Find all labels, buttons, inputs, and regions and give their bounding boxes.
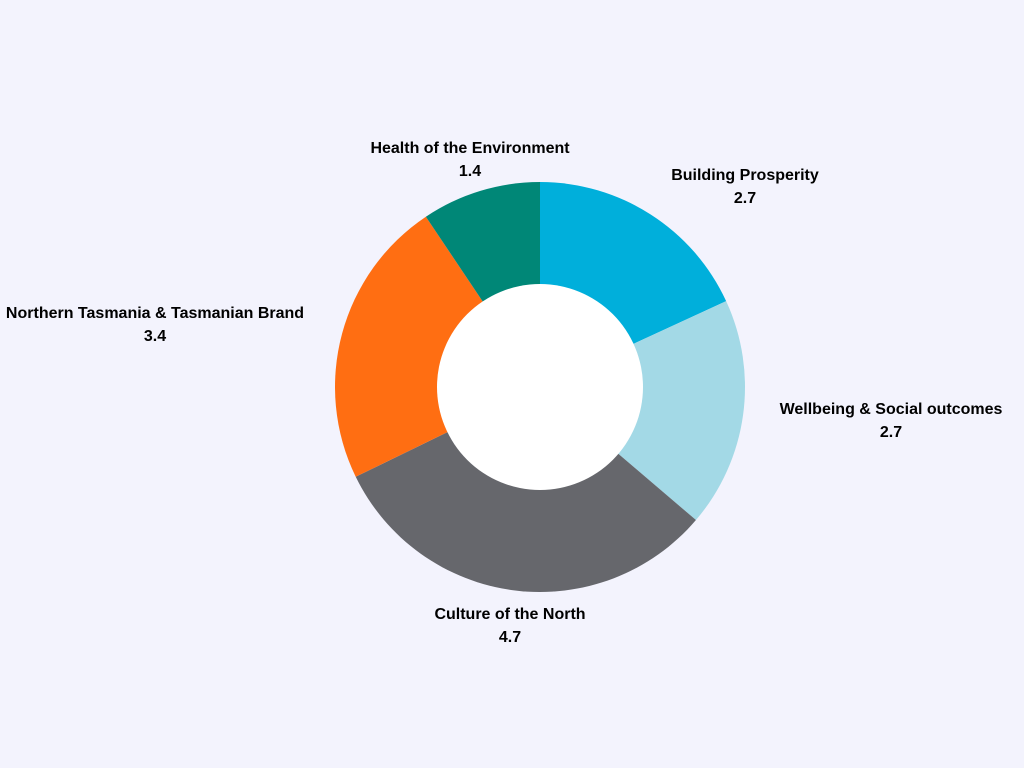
slice-name-northern-tasmania-brand: Northern Tasmania & Tasmanian Brand	[5, 305, 305, 322]
slice-name-building-prosperity: Building Prosperity	[671, 167, 819, 184]
slice-name-culture-of-the-north: Culture of the North	[434, 606, 586, 623]
slice-value-northern-tasmania-brand: 3.4	[143, 328, 167, 345]
slice-wellbeing-and-social-outcomes	[540, 301, 745, 521]
slice-name-health-of-the-environment: Health of the Environment	[370, 140, 570, 157]
slice-label-health-of-the-environment: Health of the Environment 1.4	[370, 137, 569, 183]
slice-label-wellbeing-social-outcomes: Wellbeing & Social outcomes 2.7	[780, 398, 1003, 444]
slice-label-building-prosperity: Building Prosperity 2.7	[671, 164, 819, 210]
slice-name-wellbeing-social-outcomes: Wellbeing & Social outcomes	[779, 401, 1003, 418]
slice-value-building-prosperity: 2.7	[733, 190, 757, 207]
slice-culture-of-the-north	[355, 387, 696, 592]
slice-value-culture-of-the-north: 4.7	[498, 629, 522, 646]
slice-value-health-of-the-environment: 1.4	[458, 163, 482, 180]
slice-label-northern-tasmania-brand: Northern Tasmania & Tasmanian Brand 3.4	[6, 302, 304, 348]
slice-label-culture-of-the-north: Culture of the North 4.7	[434, 603, 585, 649]
slice-value-wellbeing-social-outcomes: 2.7	[879, 424, 903, 441]
donut-hole	[437, 284, 643, 490]
